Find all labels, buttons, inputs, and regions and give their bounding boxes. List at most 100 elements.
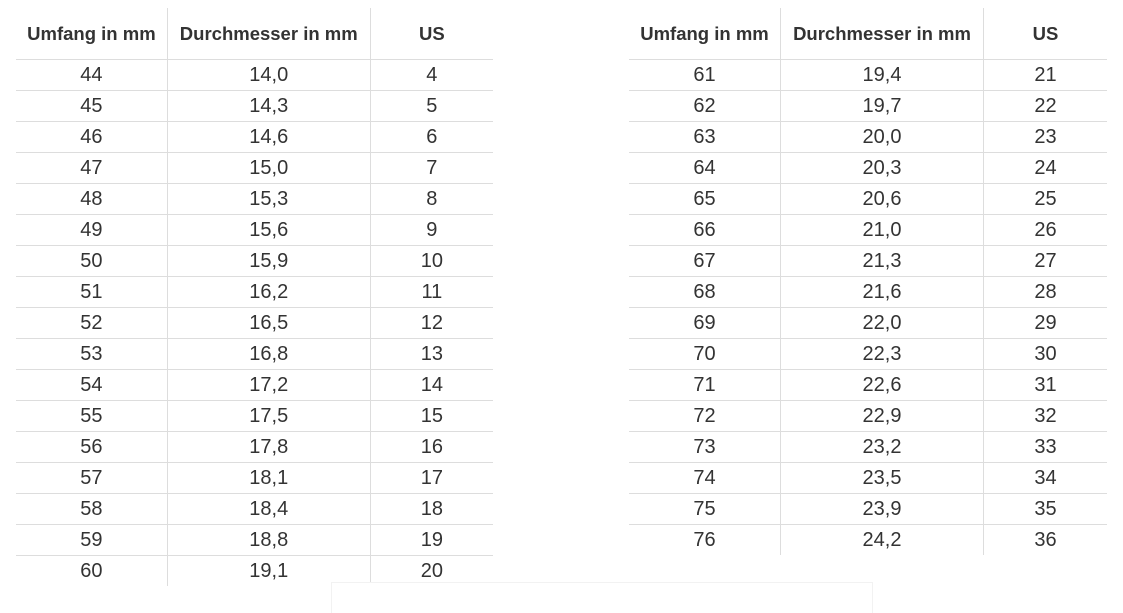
durchmesser-cell: 16,2: [166, 276, 371, 308]
durchmesser-cell: 18,1: [166, 462, 371, 494]
umfang-cell: 57: [16, 462, 168, 494]
table-row: 67 21,3 27: [629, 245, 1107, 277]
us-cell: 12: [369, 307, 493, 339]
umfang-cell: 48: [16, 183, 168, 215]
umfang-cell: 74: [629, 462, 781, 494]
table-row: 73 23,2 33: [629, 431, 1107, 463]
durchmesser-cell: 19,4: [780, 59, 984, 91]
us-cell: 5: [369, 90, 493, 122]
us-cell: 17: [369, 462, 493, 494]
overlay-window-edge: [331, 582, 873, 613]
table-row: 58 18,4 18: [16, 493, 493, 525]
us-cell: 25: [983, 183, 1107, 215]
us-cell: 11: [369, 276, 493, 308]
durchmesser-cell: 24,2: [780, 524, 984, 555]
us-cell: 19: [369, 524, 493, 556]
us-cell: 28: [983, 276, 1107, 308]
ring-size-table-right: Umfang in mm Durchmesser in mm US 61 19,4…: [629, 8, 1107, 555]
umfang-cell: 71: [629, 369, 781, 401]
umfang-cell: 47: [16, 152, 168, 184]
durchmesser-cell: 22,0: [780, 307, 984, 339]
umfang-cell: 72: [629, 400, 781, 432]
umfang-cell: 54: [16, 369, 168, 401]
table-row: 74 23,5 34: [629, 462, 1107, 494]
durchmesser-cell: 17,5: [166, 400, 371, 432]
umfang-cell: 73: [629, 431, 781, 463]
us-cell: 16: [369, 431, 493, 463]
table-row: 65 20,6 25: [629, 183, 1107, 215]
table-row: 49 15,6 9: [16, 214, 493, 246]
table-row: 53 16,8 13: [16, 338, 493, 370]
durchmesser-cell: 15,9: [166, 245, 371, 277]
durchmesser-cell: 14,0: [166, 59, 371, 91]
umfang-cell: 45: [16, 90, 168, 122]
durchmesser-cell: 17,8: [166, 431, 371, 463]
table-row: 66 21,0 26: [629, 214, 1107, 246]
durchmesser-cell: 23,2: [780, 431, 984, 463]
umfang-cell: 68: [629, 276, 781, 308]
table-row: 76 24,2 36: [629, 524, 1107, 555]
table-row: 62 19,7 22: [629, 90, 1107, 122]
umfang-cell: 49: [16, 214, 168, 246]
us-cell: 23: [983, 121, 1107, 153]
umfang-cell: 62: [629, 90, 781, 122]
durchmesser-cell: 18,8: [166, 524, 371, 556]
table-row: 56 17,8 16: [16, 431, 493, 463]
table-row: 51 16,2 11: [16, 276, 493, 308]
umfang-cell: 60: [80, 559, 103, 582]
header-us: US: [369, 8, 493, 60]
durchmesser-cell: 22,3: [780, 338, 984, 370]
table-row: 69 22,0 29: [629, 307, 1107, 339]
umfang-cell: 46: [16, 121, 168, 153]
umfang-cell: 76: [693, 528, 716, 551]
us-cell: 7: [369, 152, 493, 184]
header-durchmesser: Durchmesser in mm: [166, 8, 371, 60]
header-umfang: Umfang in mm: [629, 8, 781, 60]
durchmesser-cell: 22,9: [780, 400, 984, 432]
us-cell: 31: [983, 369, 1107, 401]
us-cell: 21: [983, 59, 1107, 91]
umfang-cell: 50: [16, 245, 168, 277]
ring-size-table-left: Umfang in mm Durchmesser in mm US 44 14,0…: [16, 8, 493, 586]
durchmesser-cell: 21,6: [780, 276, 984, 308]
umfang-cell: 55: [16, 400, 168, 432]
umfang-cell: 69: [629, 307, 781, 339]
us-cell: 33: [983, 431, 1107, 463]
table-row: 47 15,0 7: [16, 152, 493, 184]
durchmesser-cell: 14,6: [166, 121, 371, 153]
us-cell: 24: [983, 152, 1107, 184]
table-row: 71 22,6 31: [629, 369, 1107, 401]
umfang-cell: 63: [629, 121, 781, 153]
durchmesser-cell: 23,5: [780, 462, 984, 494]
table-row: 75 23,9 35: [629, 493, 1107, 525]
us-cell: 36: [983, 524, 1107, 555]
table-row: 63 20,0 23: [629, 121, 1107, 153]
table-row: 54 17,2 14: [16, 369, 493, 401]
durchmesser-cell: 14,3: [166, 90, 371, 122]
table-row: 45 14,3 5: [16, 90, 493, 122]
table-row: 52 16,5 12: [16, 307, 493, 339]
header-row: Umfang in mm Durchmesser in mm US: [16, 8, 493, 60]
umfang-cell: 65: [629, 183, 781, 215]
table-row: 59 18,8 19: [16, 524, 493, 556]
us-cell: 34: [983, 462, 1107, 494]
umfang-cell: 61: [629, 59, 781, 91]
durchmesser-cell: 20,6: [780, 183, 984, 215]
table-row: 60 19,1 20: [16, 555, 493, 586]
table-row: 55 17,5 15: [16, 400, 493, 432]
durchmesser-cell: 15,6: [166, 214, 371, 246]
table-row: 48 15,3 8: [16, 183, 493, 215]
table-row: 57 18,1 17: [16, 462, 493, 494]
durchmesser-cell: 17,2: [166, 369, 371, 401]
durchmesser-cell: 15,3: [166, 183, 371, 215]
us-cell: 27: [983, 245, 1107, 277]
umfang-cell: 53: [16, 338, 168, 370]
header-umfang: Umfang in mm: [16, 8, 168, 60]
umfang-cell: 52: [16, 307, 168, 339]
durchmesser-cell: 21,0: [780, 214, 984, 246]
us-cell: 29: [983, 307, 1107, 339]
umfang-cell: 51: [16, 276, 168, 308]
durchmesser-cell: 20,3: [780, 152, 984, 184]
umfang-cell: 67: [629, 245, 781, 277]
durchmesser-cell: 20,0: [780, 121, 984, 153]
